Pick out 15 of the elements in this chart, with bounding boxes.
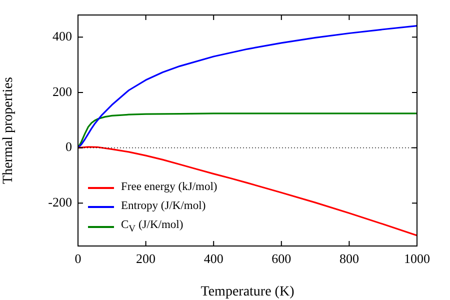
x-tick-label: 1000 bbox=[404, 251, 430, 266]
y-tick-label: -200 bbox=[48, 194, 72, 210]
y-tick-label: 400 bbox=[52, 28, 72, 44]
x-tick-label: 400 bbox=[204, 251, 224, 266]
legend-label: Entropy (J/K/mol) bbox=[121, 199, 206, 214]
legend-label: C$_{V}$ (J/K/mol) bbox=[121, 218, 184, 236]
x-tick-label: 800 bbox=[339, 251, 359, 266]
x-axis-title: Temperature (K) bbox=[200, 284, 295, 300]
y-tick-label: 200 bbox=[52, 84, 72, 99]
y-tick-label: 0 bbox=[66, 139, 72, 154]
y-axis-title: Thermal properties bbox=[1, 77, 16, 184]
x-tick-label: 600 bbox=[272, 251, 292, 266]
x-tick-label: 0 bbox=[74, 251, 82, 266]
legend-label: Free energy (kJ/mol) bbox=[121, 180, 218, 195]
x-tick-label: 200 bbox=[136, 251, 156, 266]
